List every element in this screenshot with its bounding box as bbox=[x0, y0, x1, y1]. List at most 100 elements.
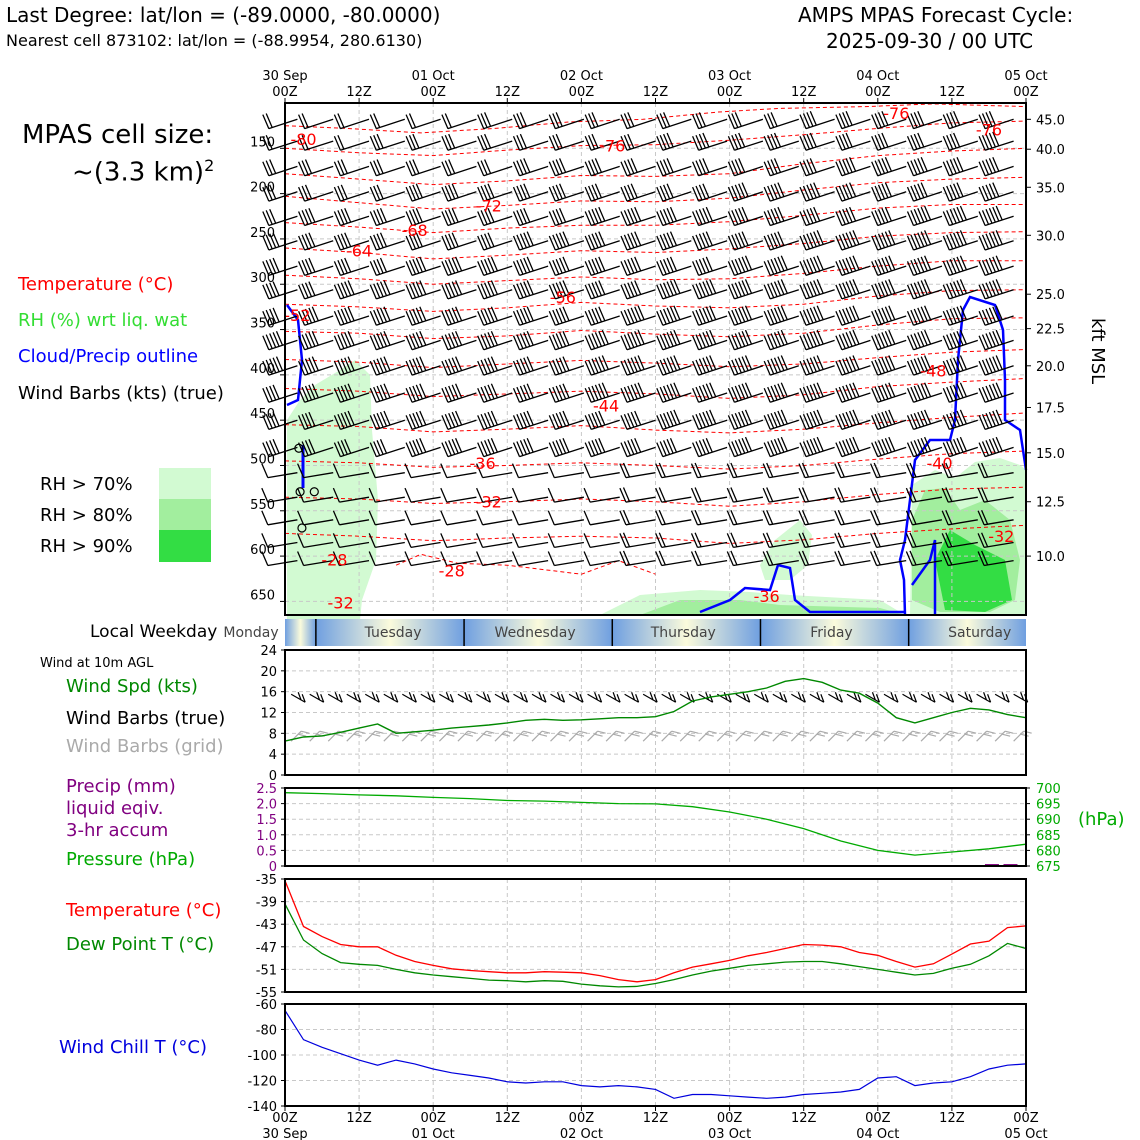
wind-barb bbox=[835, 255, 871, 277]
wind-barb bbox=[261, 510, 298, 526]
wind-barb bbox=[297, 487, 334, 503]
wind-barb bbox=[799, 255, 835, 277]
wind-barb bbox=[870, 550, 907, 567]
wind10m-true-barb bbox=[883, 692, 899, 703]
wind10m-true-barb bbox=[828, 692, 843, 703]
wind-barb bbox=[477, 383, 513, 403]
wind-barb bbox=[620, 231, 656, 251]
wind10m-tick-1: 4 bbox=[269, 748, 277, 763]
wind-barb bbox=[584, 382, 620, 403]
wind10m-grid-barb bbox=[976, 730, 995, 742]
wind-barb bbox=[620, 355, 656, 376]
wind-barb bbox=[405, 437, 441, 458]
wind10m-true-barb bbox=[457, 692, 473, 703]
temp-label: Temperature (°C) bbox=[66, 900, 222, 921]
wind-barb bbox=[405, 356, 441, 376]
wind-barb bbox=[692, 206, 728, 227]
wind-barb bbox=[369, 133, 405, 151]
wind-barb bbox=[726, 509, 764, 526]
wind10m-grid-barb bbox=[994, 730, 1014, 742]
wind-barb bbox=[262, 307, 298, 326]
rh70-region-mid bbox=[760, 520, 812, 580]
wind-barb bbox=[871, 157, 907, 177]
wind-barb bbox=[512, 437, 549, 458]
wind-barb bbox=[871, 255, 907, 277]
wind-barb bbox=[834, 462, 871, 479]
wind-barb bbox=[368, 487, 405, 503]
temp-contour-label-5: -68 bbox=[402, 221, 428, 240]
wind-barb bbox=[405, 410, 441, 431]
wind-barb bbox=[905, 532, 943, 549]
legend-rh70: RH > 70% bbox=[40, 474, 133, 495]
wind-barb bbox=[726, 550, 764, 567]
wind-barb bbox=[941, 462, 978, 479]
isotherm-9 bbox=[284, 349, 1027, 369]
wind10m-title: Wind at 10m AGL bbox=[40, 656, 154, 671]
wind10m-tick-3: 12 bbox=[260, 707, 277, 722]
wind-barb bbox=[763, 112, 800, 130]
wind-barb bbox=[369, 257, 406, 277]
wind-barb bbox=[763, 305, 799, 326]
wind-barb bbox=[763, 329, 800, 351]
wind-barb bbox=[835, 230, 871, 251]
wind-barb bbox=[368, 533, 405, 549]
wind-barb bbox=[584, 256, 620, 277]
wind-barb bbox=[262, 411, 298, 431]
pressure-tick-10: 650 bbox=[250, 588, 275, 603]
wind-barb bbox=[763, 206, 799, 227]
wind10m-true-barb bbox=[624, 692, 640, 703]
wind-barb bbox=[511, 463, 549, 479]
wind-barb bbox=[690, 532, 728, 549]
wind-barb bbox=[262, 159, 298, 177]
wind-barb bbox=[441, 183, 477, 202]
wind-barb bbox=[583, 551, 620, 567]
wind-barb bbox=[584, 280, 620, 300]
pressure-tick-3: 300 bbox=[250, 271, 275, 286]
cell-line: Nearest cell 873102: lat/lon = (-88.9954… bbox=[6, 31, 423, 50]
wind-barb bbox=[548, 183, 585, 202]
wind-barb bbox=[798, 532, 835, 549]
wind-barb bbox=[763, 182, 800, 202]
weekday-segment-0 bbox=[285, 619, 316, 646]
temp-contour-label-16: -28 bbox=[439, 562, 465, 581]
wind-barb bbox=[763, 409, 799, 431]
isotherm-14 bbox=[284, 524, 1027, 544]
weekday-segment-5 bbox=[908, 619, 1026, 646]
wind-barb bbox=[512, 183, 549, 202]
wind10m-grid-barb bbox=[772, 730, 791, 742]
wind-barb bbox=[763, 132, 799, 151]
wind-barb bbox=[763, 382, 800, 403]
wind-barb bbox=[369, 410, 405, 431]
legend-rh: RH (%) wrt liq. wat bbox=[18, 310, 188, 331]
wind-barbs-true-label: Wind Barbs (true) bbox=[66, 708, 226, 729]
wind-barb bbox=[548, 256, 585, 277]
temp-contour-label-17: -32 bbox=[328, 593, 354, 612]
wind-barb bbox=[584, 306, 620, 326]
legend-cloud: Cloud/Precip outline bbox=[18, 346, 199, 367]
bottom-tick-date-10: 05 Oct bbox=[1004, 1127, 1047, 1140]
temp-contour-label-4: -72 bbox=[476, 196, 502, 215]
precip-tick-3: 1.5 bbox=[256, 813, 277, 828]
wind-barb bbox=[906, 382, 943, 403]
top-tick-hour-10: 00Z bbox=[1013, 85, 1039, 100]
wind-barb bbox=[512, 133, 549, 151]
kft-tick-5: 22.5 bbox=[1036, 323, 1065, 338]
wind-barb bbox=[871, 230, 907, 251]
chill-tick-0: -60 bbox=[256, 998, 277, 1013]
wind-barb bbox=[799, 355, 835, 376]
temp-tick-1: -39 bbox=[256, 896, 277, 911]
wind-barb bbox=[692, 132, 728, 151]
chill-tick-4: -140 bbox=[247, 1100, 277, 1115]
wind-barb bbox=[262, 257, 298, 277]
legend-rh90: RH > 90% bbox=[40, 536, 133, 557]
wind-barb bbox=[405, 159, 441, 177]
wind-barb bbox=[405, 330, 441, 351]
wind-barb bbox=[620, 437, 656, 458]
wind-barb bbox=[333, 184, 370, 202]
wind-barb bbox=[620, 410, 656, 431]
wind-barb bbox=[441, 232, 477, 251]
wind-barb bbox=[942, 305, 978, 326]
wind-barb bbox=[656, 437, 692, 458]
wind-barb bbox=[835, 355, 871, 376]
wind-barb bbox=[727, 355, 764, 376]
